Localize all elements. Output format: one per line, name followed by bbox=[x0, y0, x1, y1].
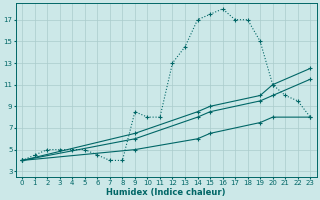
X-axis label: Humidex (Indice chaleur): Humidex (Indice chaleur) bbox=[107, 188, 226, 197]
